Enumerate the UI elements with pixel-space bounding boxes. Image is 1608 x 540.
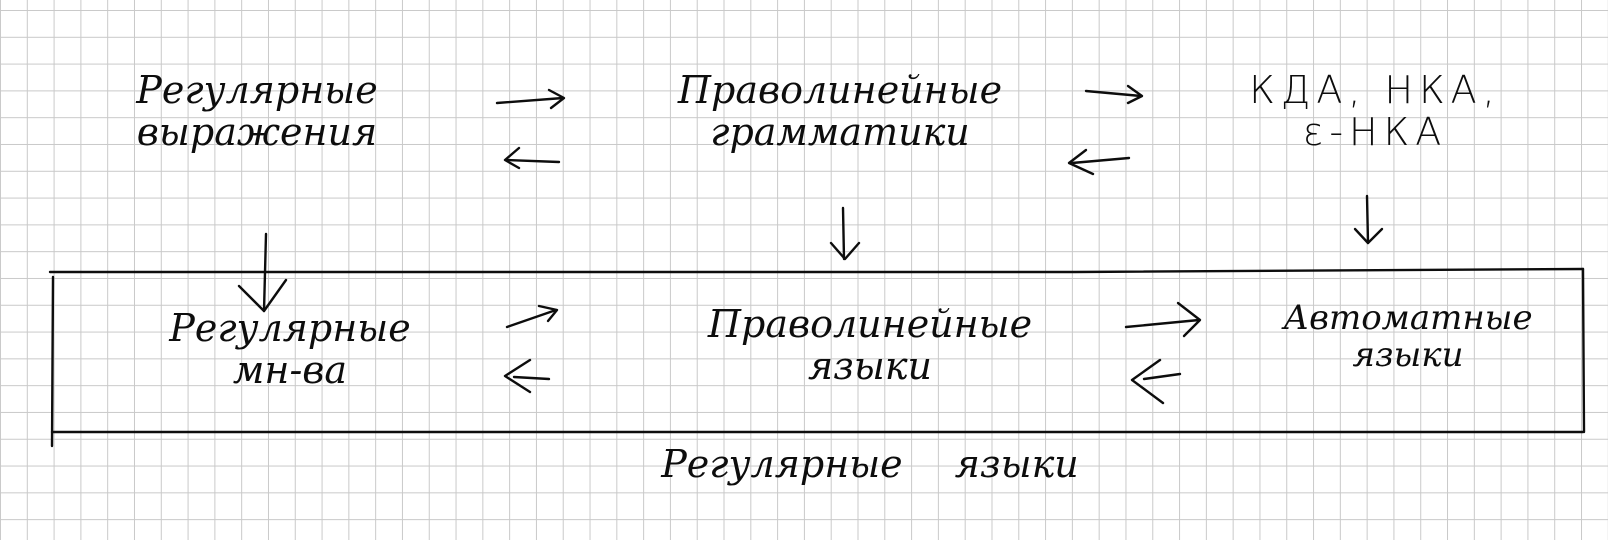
label-automaton-languages: Автоматные языки bbox=[1258, 298, 1558, 376]
label-regular-languages-caption: Регулярные языки bbox=[661, 442, 1079, 486]
right-linear-langs-line2: языки bbox=[807, 343, 932, 388]
frame-top-line bbox=[48, 267, 1585, 274]
regex-line2: выражения bbox=[136, 109, 378, 154]
label-right-linear-languages: Праволинейные языки bbox=[680, 302, 1060, 388]
arrow-grammars-to-automata bbox=[1084, 84, 1144, 105]
automata-line1: КДА, НКА, bbox=[1249, 68, 1501, 112]
arrow-right-linear-langs-to-sets bbox=[503, 358, 551, 394]
arrow-automata-down bbox=[1353, 194, 1384, 245]
sets-line1: Регулярные bbox=[169, 306, 411, 350]
regex-line1: Регулярные bbox=[136, 68, 378, 112]
label-automata: КДА, НКА, ε-НКА bbox=[1240, 68, 1510, 154]
arrow-grammars-to-regex bbox=[503, 146, 561, 170]
automaton-langs-line2: языки bbox=[1352, 335, 1464, 376]
regular-languages-frame bbox=[48, 267, 1586, 448]
automata-line2: ε-НКА bbox=[1302, 109, 1448, 154]
label-regular-expressions: Регулярные выражения bbox=[92, 68, 422, 154]
arrow-automata-to-grammars bbox=[1067, 148, 1131, 176]
arrow-sets-to-right-linear-langs bbox=[505, 304, 559, 329]
grammars-line1: Праволинейные bbox=[677, 68, 1003, 112]
automaton-langs-line1: Автоматные bbox=[1283, 298, 1533, 338]
right-linear-langs-line1: Праволинейные bbox=[707, 302, 1033, 346]
arrow-grammars-down bbox=[829, 206, 861, 261]
arrow-right-linear-langs-to-automaton-langs bbox=[1124, 301, 1202, 338]
grammars-line2: грамматики bbox=[710, 109, 970, 154]
label-regular-sets: Регулярные мн-ва bbox=[140, 306, 440, 392]
frame-left-line bbox=[50, 275, 55, 448]
arrow-automaton-langs-to-right-linear-langs bbox=[1130, 358, 1182, 405]
arrow-regex-down bbox=[237, 232, 288, 313]
arrow-regex-to-grammars bbox=[495, 88, 566, 110]
sets-line2: мн-ва bbox=[232, 347, 348, 392]
label-right-linear-grammars: Праволинейные грамматики bbox=[655, 68, 1025, 154]
frame-right-line bbox=[1581, 267, 1586, 434]
